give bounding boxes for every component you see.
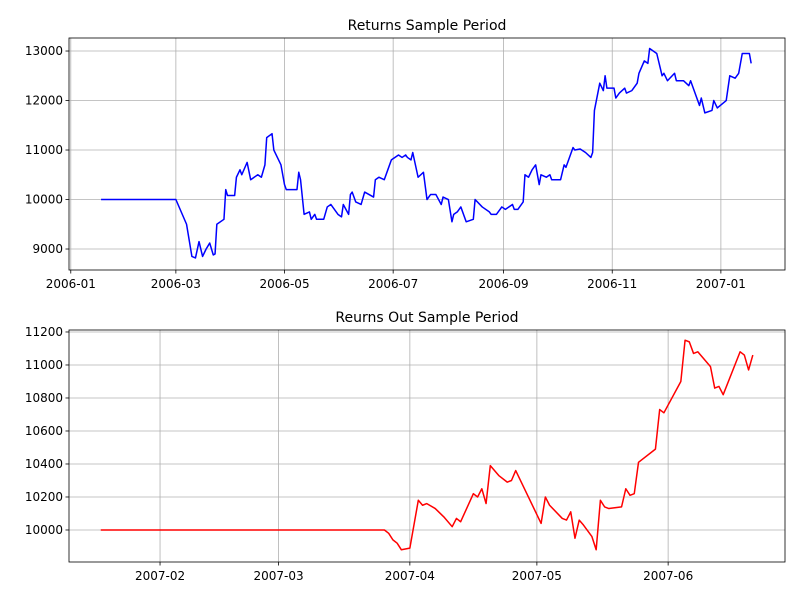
y-tick-label: 10000 — [25, 523, 63, 537]
plot-frame — [68, 329, 786, 563]
y-tick-label: 10600 — [25, 424, 63, 438]
y-tick-label: 11200 — [25, 325, 63, 339]
y-tick-label: 12000 — [25, 94, 63, 108]
x-tick-label: 2006-09 — [479, 277, 529, 291]
y-tick-label: 9000 — [32, 242, 63, 256]
chart-title: Reurns Out Sample Period — [335, 310, 518, 326]
x-tick-label: 2006-05 — [259, 277, 309, 291]
y-tick-label: 10800 — [25, 391, 63, 405]
subplot: Returns Sample Period 9000 10000 11000 12000… — [25, 18, 786, 291]
y-tick-label: 11000 — [25, 143, 63, 157]
x-tick-label: 2007-05 — [512, 569, 562, 583]
data-line — [101, 47, 752, 259]
y-tick-label: 10000 — [25, 193, 63, 207]
x-tick-label: 2007-04 — [385, 569, 435, 583]
x-tick-label: 2006-07 — [368, 277, 418, 291]
y-tick-label: 11000 — [25, 358, 63, 372]
x-tick-label: 2007-01 — [696, 277, 746, 291]
x-tick-label: 2007-06 — [643, 569, 693, 583]
plot-frame — [68, 37, 786, 271]
x-tick-label: 2007-02 — [135, 569, 185, 583]
y-tick-label: 13000 — [25, 44, 63, 58]
y-tick-label: 10400 — [25, 457, 63, 471]
x-tick-label: 2007-03 — [254, 569, 304, 583]
y-tick-label: 10200 — [25, 490, 63, 504]
x-tick-label: 2006-11 — [587, 277, 637, 291]
x-tick-label: 2006-01 — [46, 277, 96, 291]
chart-title: Returns Sample Period — [348, 18, 507, 34]
x-tick-label: 2006-03 — [151, 277, 201, 291]
subplot: Reurns Out Sample Period 10000 10200 10400 1… — [25, 310, 786, 583]
data-line — [100, 339, 754, 551]
